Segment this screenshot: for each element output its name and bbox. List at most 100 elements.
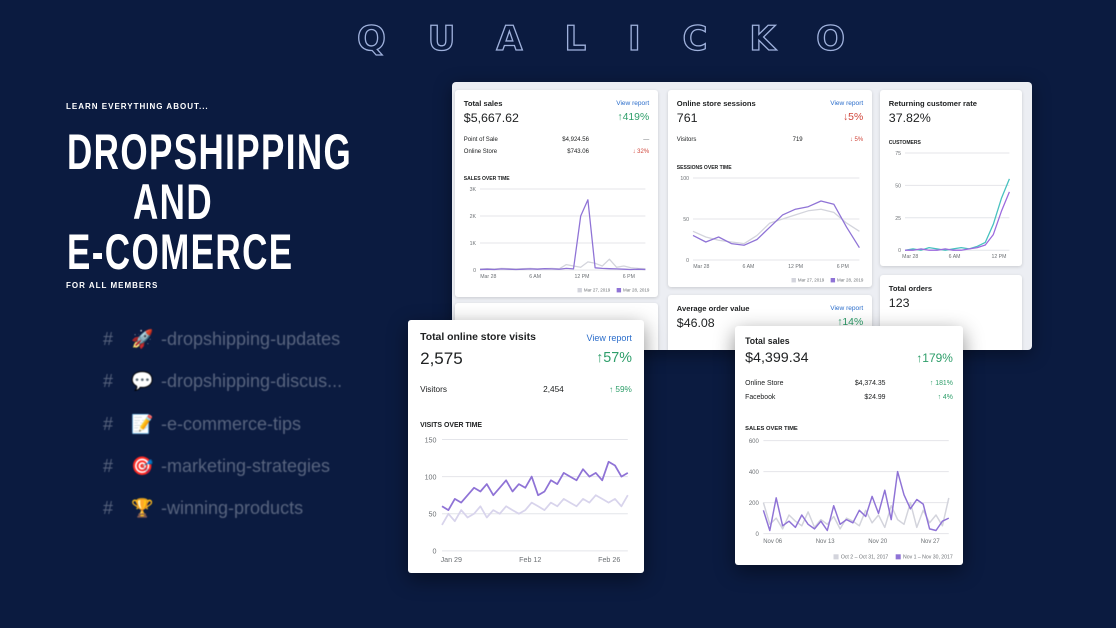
y-tick-label: 600	[749, 439, 760, 445]
channel-hash: #	[103, 413, 114, 434]
row-change: ↑ 4%	[937, 394, 953, 402]
card: Returning customer rate 37.82% CUSTOMERS 0 2…	[880, 90, 1022, 266]
view-report[interactable]: View report	[616, 99, 650, 107]
x-tick-label: 6 PM	[837, 264, 849, 270]
channel-name: -winning-products	[161, 498, 304, 519]
x-tick-label: Mar 28	[480, 274, 496, 280]
card-value: $46.08	[676, 315, 715, 330]
legend-swatch	[895, 554, 901, 560]
logo-text: QUALICKO	[357, 19, 845, 59]
x-tick-label: Mar 28	[693, 264, 709, 270]
y-tick-label: 50	[895, 183, 901, 189]
legend-label: Mar 27, 2019	[798, 277, 825, 282]
chart: 0 50 100 150 Jan 29 Feb 12 Feb 26	[425, 436, 629, 564]
card-change: ↑14%	[837, 316, 864, 328]
legend-label: Mar 28, 2019	[623, 287, 650, 292]
x-tick-label: Nov 13	[816, 539, 836, 545]
logo: QUALICKO	[356, 18, 845, 59]
row-change: —	[643, 137, 650, 144]
card-change: ↓5%	[842, 111, 864, 123]
y-tick-label: 200	[749, 501, 760, 507]
hero-line: E-COMERCE	[67, 224, 294, 280]
series-line	[692, 208, 860, 245]
y-tick-label: 25	[895, 216, 901, 222]
view-report[interactable]: View report	[830, 99, 864, 107]
legend-swatch	[577, 287, 582, 293]
tagline: FOR ALL MEMBERS	[66, 281, 159, 290]
chart-title: VISITS OVER TIME	[420, 422, 483, 429]
legend-swatch	[833, 554, 839, 560]
row-value: 719	[792, 137, 803, 144]
y-tick-label: 3K	[469, 187, 476, 193]
view-report[interactable]: View report	[586, 333, 632, 344]
y-tick-label: 100	[425, 473, 437, 481]
x-tick-label: Jan 29	[441, 556, 462, 564]
y-tick-label: 50	[429, 511, 437, 519]
row-value: $4,924.56	[562, 137, 589, 144]
hero-line: DROPSHIPPING	[67, 124, 353, 180]
chart-title: SALES OVER TIME	[745, 426, 798, 432]
channel-emoji: 📝	[131, 413, 154, 434]
row-value: $743.06	[567, 149, 589, 156]
card-value: 37.82%	[888, 110, 931, 125]
row-label: Online Store	[463, 149, 498, 156]
series-line	[762, 470, 950, 532]
channel-hash: #	[103, 371, 114, 392]
x-tick-label: Nov 20	[868, 539, 888, 545]
card: Total sales $4,399.34 ↑179% Online Store $4,…	[735, 326, 963, 565]
card-change: ↑179%	[916, 350, 953, 365]
legend-swatch	[830, 277, 835, 283]
x-tick-label: Feb 12	[519, 556, 541, 564]
x-tick-label: 6 PM	[623, 274, 635, 280]
dashboard-panel: Total sales View report $5,667.62 ↑419% Poin…	[452, 82, 1032, 350]
channel-emoji: 🏆	[131, 498, 154, 519]
x-tick-label: 6 AM	[742, 264, 754, 270]
legend-label: Mar 27, 2019	[584, 287, 611, 292]
view-report[interactable]: View report	[830, 304, 864, 312]
hero-line: AND	[133, 174, 214, 230]
legend-label: Oct 2 – Oct 31, 2017	[841, 555, 889, 561]
series-line	[441, 461, 629, 512]
row-label: Visitors	[676, 137, 697, 144]
x-tick-label: 12 PM	[574, 274, 589, 280]
chart: 0 25 50 75 Mar 28 6 AM 12 PM	[895, 151, 1010, 260]
y-tick-label: 100	[680, 176, 689, 182]
series-line	[441, 494, 629, 526]
channel-hash: #	[103, 329, 114, 349]
y-tick-label: 75	[895, 151, 901, 157]
x-tick-label: Mar 28	[902, 254, 918, 260]
y-tick-label: 2K	[469, 214, 476, 220]
legend-swatch	[791, 277, 796, 283]
card: Total online store visits View report 2,57…	[408, 320, 644, 573]
card-title: Total sales	[745, 336, 790, 347]
row-change: ↓ 5%	[849, 137, 864, 144]
row-value: $24.99	[864, 394, 886, 402]
card-value: 761	[676, 110, 698, 125]
x-tick-label: Nov 06	[763, 539, 783, 545]
channel-emoji: 🚀	[131, 329, 154, 349]
y-tick-label: 0	[756, 532, 760, 538]
y-tick-label: 0	[473, 268, 476, 274]
channel-name: -dropshipping-discus...	[161, 371, 343, 392]
series-line	[904, 178, 1010, 251]
channel-emoji: 💬	[131, 371, 154, 392]
card-value: $5,667.62	[463, 110, 519, 125]
card-value: 123	[888, 295, 910, 310]
row-value: 2,454	[543, 384, 564, 394]
x-tick-label: 6 AM	[948, 254, 960, 260]
y-tick-label: 0	[898, 248, 901, 254]
card: Total sales View report $5,667.62 ↑419% Poin…	[455, 90, 658, 297]
y-tick-label: 0	[686, 258, 689, 264]
y-tick-label: 150	[425, 436, 437, 444]
chart-title: SALES OVER TIME	[463, 176, 510, 182]
y-tick-label: 50	[683, 217, 689, 223]
x-tick-label: 12 PM	[788, 264, 803, 270]
card-title: Total sales	[463, 98, 503, 108]
chart-title: SESSIONS OVER TIME	[676, 165, 732, 171]
row-value: $4,374.35	[854, 380, 886, 388]
channel-name: -marketing-strategies	[161, 455, 331, 476]
legend-swatch	[616, 287, 621, 293]
chart-title: CUSTOMERS	[888, 140, 921, 146]
row-label: Visitors	[420, 384, 447, 394]
